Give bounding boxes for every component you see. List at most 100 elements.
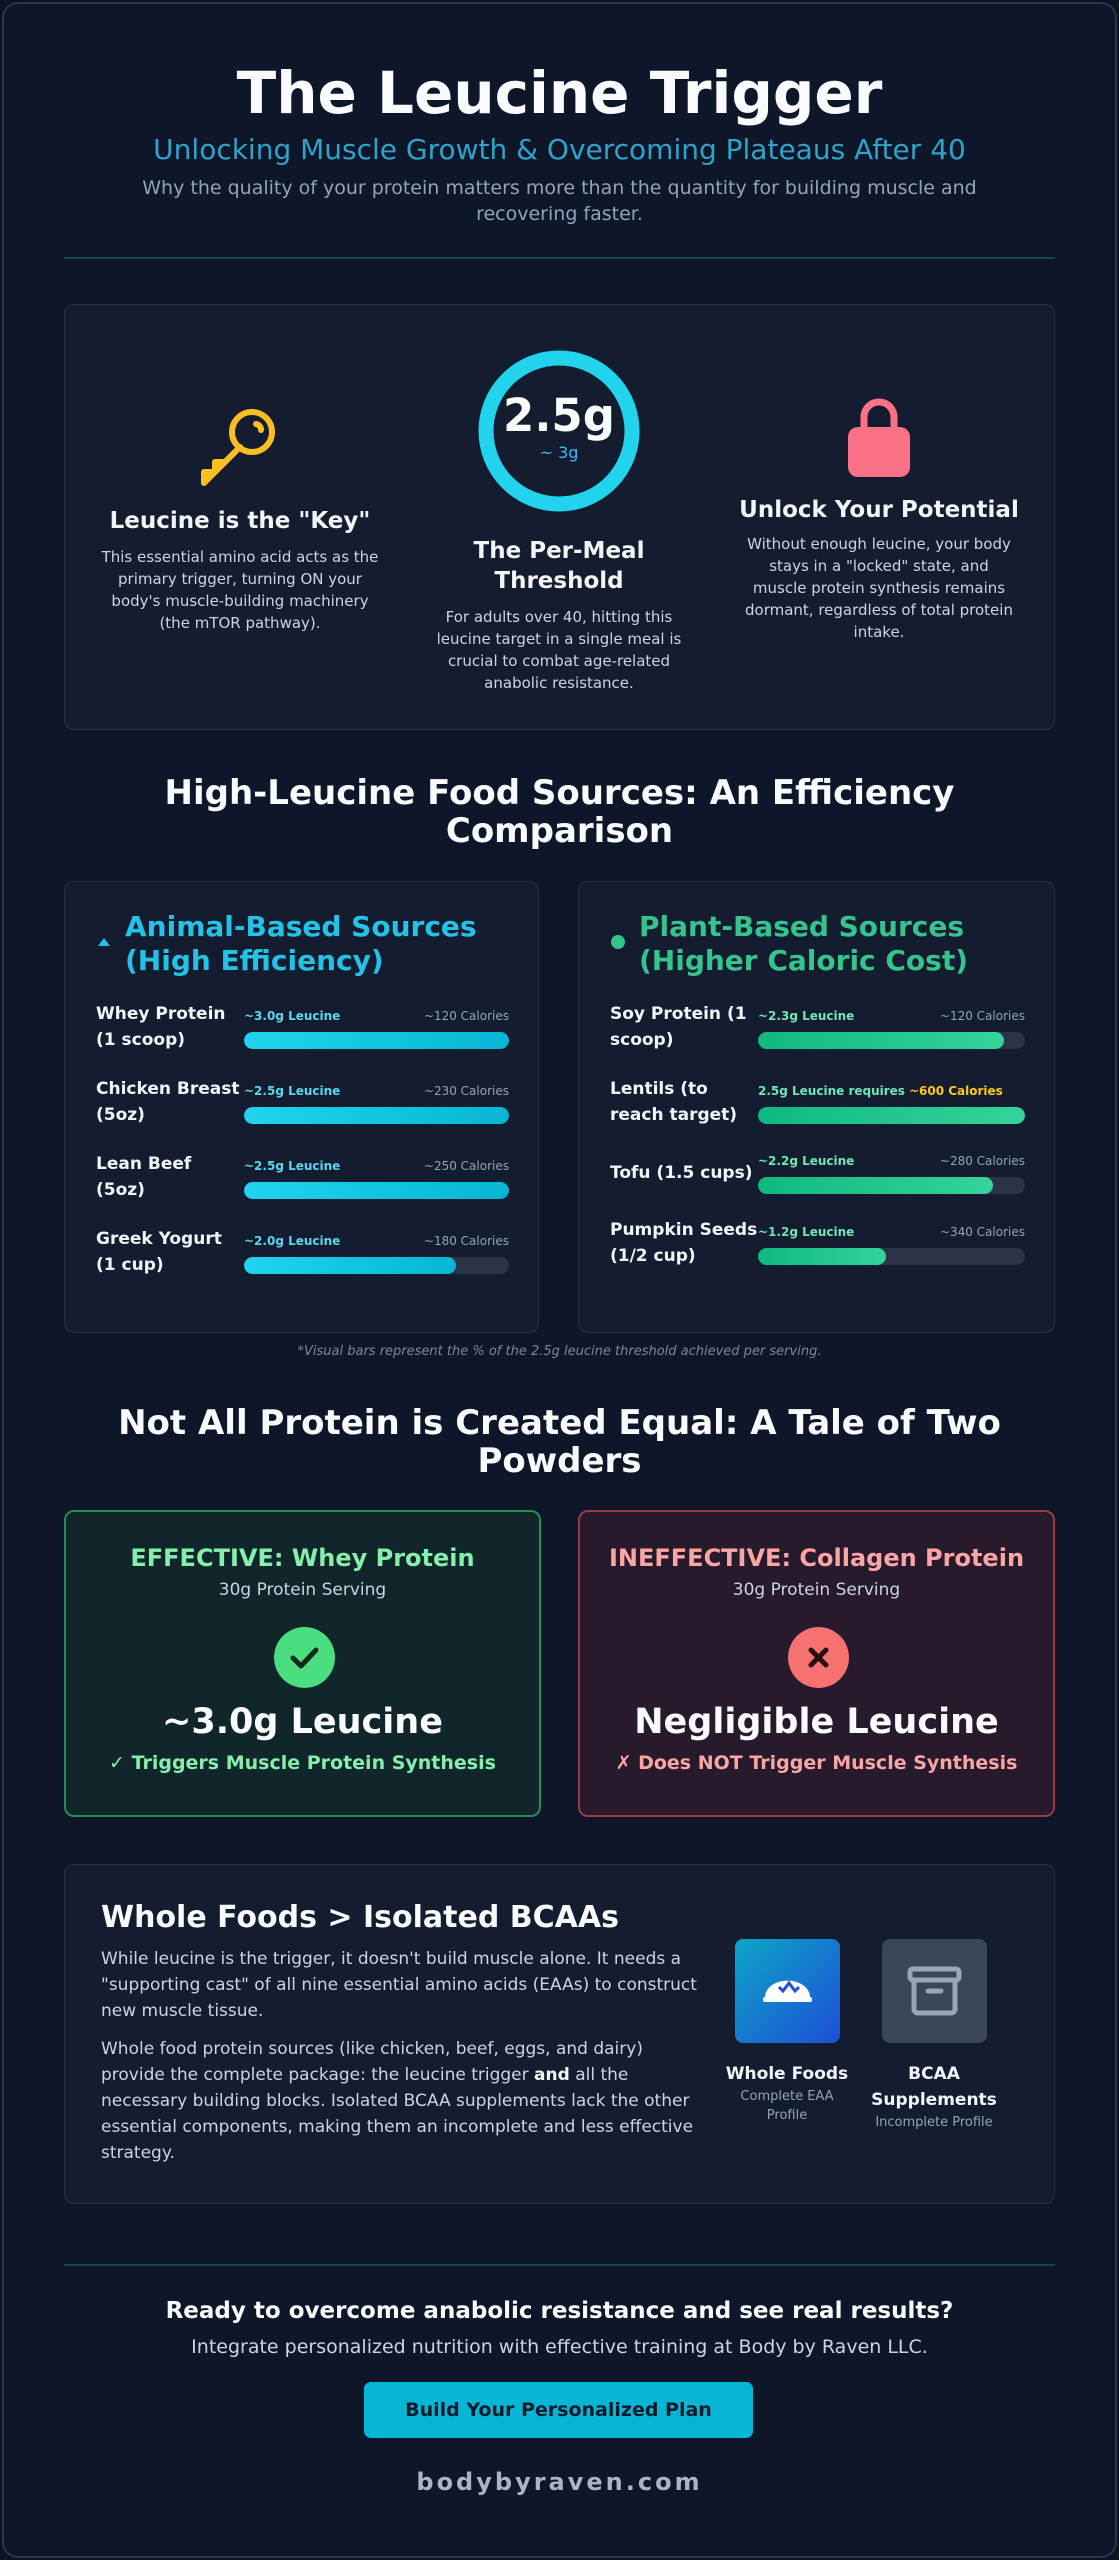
powder-card: EFFECTIVE: Whey Protein 30g Protein Serv… [64,1510,541,1817]
bar [244,1106,509,1124]
cta-text: Integrate personalized nutrition with ef… [191,2336,928,2358]
powder-result: ✓ Triggers Muscle Protein Synthesis [109,1752,496,1774]
powder-card: INEFFECTIVE: Collagen Protein 30g Protei… [578,1510,1055,1817]
icon-sub: Complete EAA Profile [740,2089,834,2123]
threshold-value: 2.5g [503,389,615,442]
leucine-label: 2.5g Leucine requires [758,1083,905,1098]
check-icon [274,1627,335,1688]
pillar-heading: Leucine is the "Key" [109,508,371,534]
food-rows: Whey Protein (1 scoop) ~3.0g Leucine ~120 … [96,1001,509,1278]
food-name: Pumpkin Seeds (1/2 cup) [610,1220,758,1266]
section-title: High-Leucine Food Sources: An Efficiency… [164,773,955,851]
pillar: The Per-Meal Threshold For adults over 4… [414,536,704,694]
bar [244,1031,509,1049]
text: all the necessary building blocks. Isola… [101,2065,694,2163]
food-card: Animal-Based Sources (High Efficiency) W… [64,881,539,1333]
calories-label: ~250 Calories [423,1158,509,1173]
food-name: Lentils (to reach target) [610,1079,738,1125]
footnote: *Visual bars represent the % of the 2.5g… [297,1344,822,1359]
bar-track [244,1106,509,1124]
paragraph: Whole food protein sources (like chicken… [101,2036,697,2166]
bar-labels: ~2.5g Leucine ~250 Calories [244,1156,509,1176]
food-row: Pumpkin Seeds (1/2 cup) ~1.2g Leucine ~340… [610,1217,1025,1269]
icon-sub: Incomplete Profile [875,2115,993,2130]
food-row: Chicken Breast (5oz) ~2.5g Leucine ~230 Ca… [96,1076,509,1128]
threshold-ring [478,350,640,512]
leucine-label: ~2.2g Leucine [758,1154,855,1168]
powder-amount: ~3.0g Leucine [162,1702,443,1742]
powder-serving: 30g Protein Serving [218,1580,387,1600]
bar-block: ~2.2g Leucine ~280 Calories [758,1151,1025,1194]
pillar: Leucine is the "Key" This essential amin… [95,506,385,634]
icon-glyph [907,1966,962,2016]
calories-label: ~600 Calories [908,1083,1003,1098]
bar-block: ~1.2g Leucine ~340 Calories [758,1222,1025,1265]
bar [758,1177,993,1194]
food-row: Greek Yogurt (1 cup) ~2.0g Leucine ~180 Ca… [96,1226,509,1278]
bcaa-title: Whole Foods > Isolated BCAAs [101,1900,619,1935]
bar [758,1247,887,1265]
bar-track [758,1031,1025,1049]
powder-title: EFFECTIVE: Whey Protein [130,1544,475,1572]
x-icon [788,1627,849,1688]
powder-title: INEFFECTIVE: Collagen Protein [608,1544,1025,1572]
bar-block: ~2.5g Leucine ~230 Calories [244,1081,509,1124]
bar-block: ~3.0g Leucine ~120 Calories [244,1006,509,1049]
food-name: Chicken Breast (5oz) [96,1079,240,1125]
bar-labels: ~2.2g Leucine ~280 Calories [758,1151,1025,1171]
subtitle: Unlocking Muscle Growth & Overcoming Pla… [153,133,966,166]
bar [758,1031,1004,1049]
icon-label: BCAA Supplements [871,2064,997,2110]
food-card-title: Plant-Based Sources (Higher Caloric Cost… [639,910,969,977]
bar [244,1256,456,1274]
food-row: Lentils (to reach target) 2.5g Leucine re… [610,1076,1025,1128]
food-name: Tofu (1.5 cups) [610,1162,753,1183]
pillar-text: Without enough leucine, your body stays … [745,535,1013,641]
bar-track [758,1247,1025,1265]
food-card-title: Animal-Based Sources (High Efficiency) [125,910,477,977]
food-name: Lean Beef (5oz) [96,1154,192,1200]
bar-labels: ~2.0g Leucine ~180 Calories [244,1231,509,1251]
key-icon [201,409,275,486]
calories-label: ~230 Calories [423,1083,509,1098]
bcaa-icon [882,1939,987,2043]
bar-labels: ~1.2g Leucine ~340 Calories [758,1222,1025,1242]
paragraph: While leucine is the trigger, it doesn't… [101,1949,697,2021]
title: The Leucine Trigger [236,59,883,127]
food-card: Plant-Based Sources (Higher Caloric Cost… [578,881,1055,1333]
food-name: Greek Yogurt (1 cup) [96,1229,222,1275]
food-row: Whey Protein (1 scoop) ~3.0g Leucine ~120 … [96,1001,509,1053]
food-name: Soy Protein (1 scoop) [610,1004,747,1050]
bar-track [758,1106,1025,1124]
powder-serving: 30g Protein Serving [732,1580,901,1600]
bar-block: ~2.0g Leucine ~180 Calories [244,1231,509,1274]
bar-track [244,1031,509,1049]
bar [244,1181,509,1199]
bar-labels: ~2.3g Leucine ~120 Calories [758,1006,1025,1026]
icon-label: Whole Foods [725,2064,849,2084]
food-row: Tofu (1.5 cups) ~2.2g Leucine ~280 Calorie… [610,1151,1025,1194]
calories-label: ~120 Calories [423,1008,509,1023]
bar-labels: ~3.0g Leucine ~120 Calories [244,1006,509,1026]
calories-label: ~280 Calories [939,1154,1025,1168]
threshold-sub: ~ 3g [539,443,579,462]
bar-labels: ~2.5g Leucine ~230 Calories [244,1081,509,1101]
pillar-text: For adults over 40, hitting this leucine… [436,608,682,692]
calories-label: ~120 Calories [939,1008,1025,1023]
card-icon [98,938,110,946]
pillar-text: This essential amino acid acts as the pr… [101,548,379,632]
leucine-label: ~3.0g Leucine [244,1008,341,1023]
calories-label: ~180 Calories [423,1233,509,1248]
card-icon [611,935,625,949]
pillar-heading: Unlock Your Potential [739,497,1019,523]
bcaa-text: While leucine is the trigger, it doesn't… [101,1946,697,2178]
divider [64,2264,1055,2266]
cta-button[interactable]: Build Your Personalized Plan [364,2382,753,2438]
description: Why the quality of your protein matters … [142,177,977,225]
powder-amount: Negligible Leucine [634,1702,999,1742]
pillars-card [64,304,1055,730]
leucine-label: ~2.5g Leucine [244,1158,341,1173]
bold-text: and [534,2065,570,2085]
bar-block: 2.5g Leucine requires ~600 Calories [758,1081,1025,1124]
text: Whole food protein sources (like chicken… [101,2039,643,2085]
